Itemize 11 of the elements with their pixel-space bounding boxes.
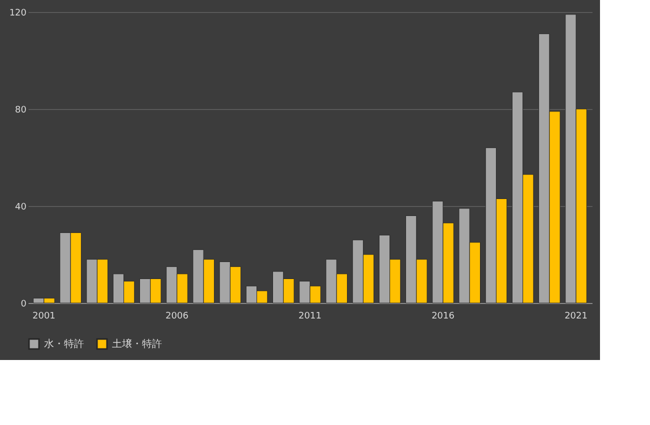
y-tick-label: 40 [15, 202, 27, 212]
x-tick-label: 2011 [298, 312, 322, 322]
y-tick-label: 120 [9, 8, 27, 18]
x-tick-label: 2001 [32, 312, 56, 322]
y-tick-label: 80 [15, 106, 27, 116]
x-tick-label: 2016 [432, 312, 455, 322]
x-tick-label: 2021 [564, 312, 588, 322]
x-tick-label: 2006 [166, 312, 189, 322]
y-tick-label: 0 [20, 300, 27, 310]
legend-label: 土壌・特許 [112, 338, 162, 350]
legend-label: 水・特許 [44, 338, 84, 350]
